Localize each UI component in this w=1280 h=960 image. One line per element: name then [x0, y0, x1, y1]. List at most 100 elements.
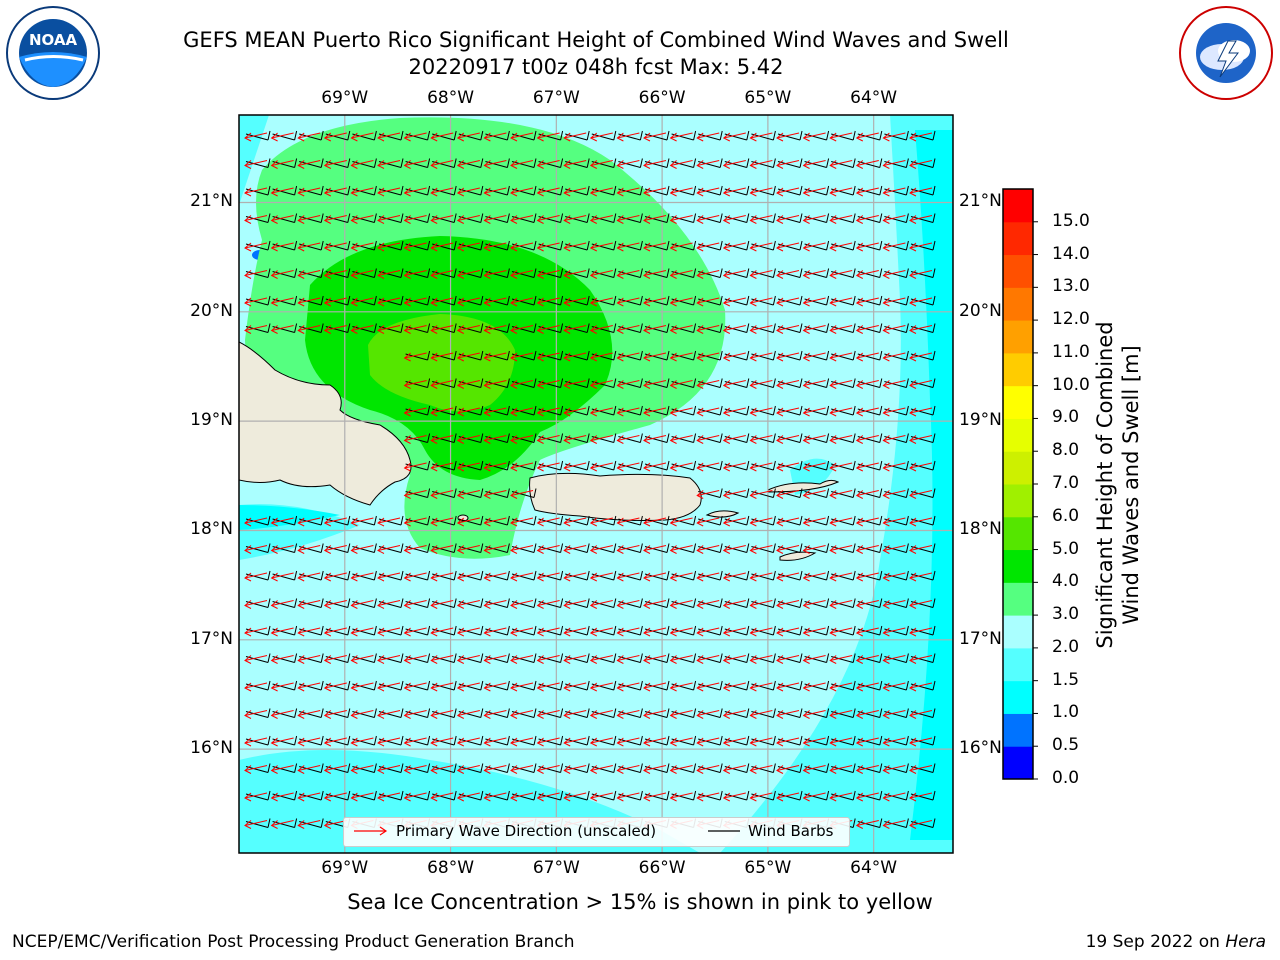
wind-barb-flag	[294, 680, 298, 691]
wind-barb	[857, 793, 880, 801]
wind-barb-flag	[613, 405, 617, 416]
wind-barb	[857, 491, 880, 498]
wind-barb-flag	[613, 378, 617, 388]
wind-barb	[698, 711, 721, 718]
wave-arrow-head	[430, 655, 438, 664]
wave-arrow	[643, 187, 667, 194]
wave-arrow-head	[244, 627, 252, 637]
wind-barb	[618, 326, 641, 333]
wave-arrow-head	[510, 655, 518, 664]
wind-barb	[591, 766, 614, 773]
wave-arrow-head	[483, 545, 491, 554]
wave-arrow	[670, 572, 693, 579]
wave-arrow-head	[669, 737, 677, 747]
wind-barb-flag	[666, 763, 670, 773]
wind-barb	[644, 793, 668, 801]
wind-barb	[432, 271, 455, 278]
wind-barb-flag	[826, 598, 830, 608]
wind-barb	[751, 683, 774, 691]
wind-barb-flag	[613, 735, 617, 746]
wave-arrow-head	[776, 655, 784, 664]
wind-barb-flag	[826, 543, 830, 553]
wave-arrow	[244, 737, 268, 744]
wind-barb	[538, 381, 561, 388]
wave-arrow-head	[297, 820, 305, 829]
wave-arrow	[883, 627, 906, 634]
wave-arrow-head	[882, 462, 890, 472]
wave-arrow	[856, 710, 879, 716]
wind-barb-flag	[826, 130, 830, 141]
wave-arrow-head	[643, 270, 651, 279]
wind-barb	[777, 463, 801, 471]
wind-barb	[671, 133, 694, 141]
wave-arrow	[723, 325, 746, 331]
wind-barb-flag	[879, 130, 883, 141]
wind-barb	[644, 518, 668, 526]
wind-barb-flag	[613, 460, 617, 471]
wave-arrow	[457, 187, 480, 194]
wind-barb	[831, 243, 854, 251]
wind-barb-flag	[586, 735, 590, 746]
wind-barb-flag	[666, 268, 670, 278]
wave-arrow	[457, 462, 480, 469]
wind-barb-flag	[347, 213, 351, 223]
wind-barb	[272, 188, 295, 196]
wave-arrow	[351, 517, 374, 524]
wind-barb	[884, 463, 907, 471]
wind-barb	[831, 298, 854, 306]
wave-arrow-head	[643, 325, 651, 334]
wave-arrow	[909, 297, 933, 304]
lon-tick-label-bottom: 67°W	[532, 858, 580, 878]
wave-arrow-head	[909, 187, 917, 197]
wind-barb-flag	[453, 598, 457, 608]
wind-barb	[565, 188, 588, 196]
wave-arrow-head	[749, 792, 757, 802]
wave-arrow-head	[722, 297, 731, 307]
wind-barb	[698, 161, 721, 168]
wave-arrow-head	[270, 682, 278, 692]
wind-barb-flag	[932, 488, 936, 498]
wind-barb	[352, 793, 375, 801]
wave-arrow-head	[244, 132, 252, 142]
wave-arrow-head	[589, 710, 598, 719]
wave-arrow	[909, 710, 933, 716]
wave-arrow	[324, 572, 347, 579]
wind-barb-flag	[560, 460, 564, 471]
wind-barb-flag	[480, 405, 484, 416]
wave-arrow	[298, 792, 321, 799]
wave-arrow	[909, 380, 933, 386]
wind-barb	[511, 491, 535, 498]
wave-arrow	[590, 407, 613, 414]
wave-arrow	[404, 792, 427, 799]
wind-barb-flag	[826, 158, 830, 168]
wave-arrow-head	[563, 325, 571, 334]
wave-arrow-head	[483, 187, 491, 197]
wave-arrow	[510, 407, 534, 414]
wave-arrow	[856, 682, 879, 689]
wave-arrow	[457, 242, 480, 249]
wave-arrow-head	[297, 160, 305, 169]
wind-barb	[751, 161, 774, 168]
land-st-croix	[779, 551, 817, 561]
wind-barb-flag	[772, 405, 776, 416]
wind-barb-flag	[719, 268, 723, 278]
wave-arrow	[351, 572, 374, 579]
wind-barb-flag	[506, 515, 510, 526]
wind-barb-flag	[294, 295, 298, 306]
wind-barb-flag	[373, 653, 377, 663]
wave-arrow-head	[403, 462, 411, 472]
wind-barb-flag	[799, 405, 803, 416]
wave-arrow-head	[563, 737, 571, 747]
wave-arrow	[750, 270, 773, 276]
wave-arrow	[776, 490, 800, 496]
wind-barb	[724, 573, 747, 581]
wind-barb-flag	[905, 735, 909, 746]
lat-tick-label-right: 16°N	[959, 738, 1002, 759]
wave-arrow	[457, 792, 480, 799]
wind-barb-flag	[746, 158, 750, 168]
wave-arrow-head	[483, 325, 491, 334]
wind-barb	[777, 601, 801, 608]
wave-arrow	[298, 215, 321, 221]
wind-barb	[671, 271, 694, 278]
wind-barb	[777, 408, 801, 416]
